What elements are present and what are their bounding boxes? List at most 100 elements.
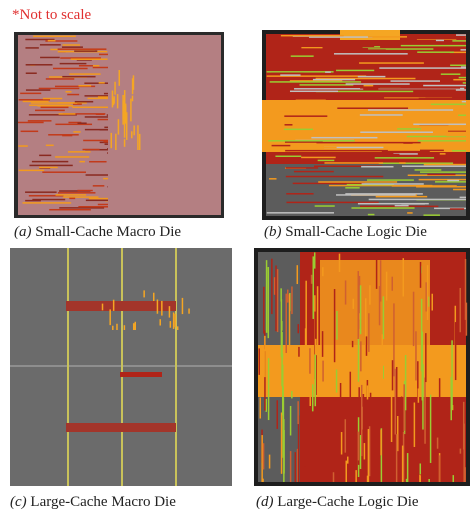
routing-streak <box>281 35 344 37</box>
routing-streak <box>304 279 306 303</box>
routing-streak <box>345 187 359 189</box>
die-b <box>262 30 470 220</box>
routing-streak <box>83 140 108 142</box>
routing-streak <box>78 206 108 208</box>
routing-streak <box>49 209 91 211</box>
routing-streak <box>105 143 108 145</box>
routing-streak <box>442 112 454 114</box>
routing-streak <box>135 322 137 330</box>
routing-streak <box>287 290 289 303</box>
routing-streak <box>368 313 370 352</box>
routing-streak <box>339 49 386 51</box>
routing-streak <box>103 178 108 180</box>
routing-streak <box>113 96 115 103</box>
routing-streak <box>460 197 466 199</box>
routing-streak <box>39 167 58 169</box>
routing-streak <box>346 461 348 482</box>
routing-streak <box>99 54 108 56</box>
routing-streak <box>368 36 407 38</box>
routing-streak <box>60 63 87 65</box>
routing-streak <box>133 323 135 330</box>
routing-streak <box>107 114 108 116</box>
routing-streak <box>427 174 455 176</box>
routing-streak <box>290 451 292 482</box>
note: *Not to scale <box>12 7 91 23</box>
routing-streak <box>133 125 135 135</box>
routing-streak <box>317 147 336 149</box>
routing-streak <box>62 46 83 48</box>
routing-streak <box>65 91 71 93</box>
routing-streak <box>48 134 79 136</box>
routing-streak <box>322 267 324 276</box>
routing-streak <box>23 202 72 204</box>
routing-streak <box>390 80 440 82</box>
routing-streak <box>418 405 420 417</box>
routing-streak <box>395 205 409 207</box>
routing-streak <box>360 131 433 133</box>
routing-streak <box>271 73 303 75</box>
routing-streak <box>341 432 343 454</box>
routing-streak <box>159 319 161 325</box>
routing-streak <box>89 161 106 163</box>
routing-streak <box>312 256 314 319</box>
routing-streak <box>42 171 86 173</box>
routing-streak <box>98 204 108 206</box>
routing-streak <box>329 421 331 482</box>
routing-streak <box>161 301 163 316</box>
routing-streak <box>46 78 74 80</box>
routing-streak <box>418 140 466 142</box>
routing-streak <box>75 101 93 103</box>
routing-streak <box>423 85 466 87</box>
routing-streak <box>56 194 87 196</box>
routing-streak <box>336 129 363 131</box>
routing-streak <box>318 181 397 183</box>
routing-streak <box>143 290 145 297</box>
routing-streak <box>399 162 405 164</box>
routing-streak <box>368 214 375 216</box>
routing-streak <box>380 260 382 301</box>
routing-streak <box>325 71 331 73</box>
routing-streak <box>460 49 466 51</box>
routing-streak <box>33 36 76 38</box>
routing-streak <box>294 88 363 90</box>
routing-streak <box>315 64 335 66</box>
routing-streak <box>117 94 119 108</box>
routing-streak <box>423 214 439 216</box>
routing-streak <box>361 166 393 168</box>
routing-streak <box>436 40 444 42</box>
routing-streak <box>376 257 378 289</box>
routing-streak <box>274 277 276 295</box>
routing-streak <box>420 262 422 288</box>
routing-streak <box>353 299 355 309</box>
routing-streak <box>379 162 453 164</box>
routing-streak <box>286 167 319 169</box>
routing-streak <box>405 38 466 40</box>
routing-streak <box>287 46 374 48</box>
routing-streak <box>452 40 466 42</box>
routing-streak <box>122 101 124 125</box>
routing-streak <box>25 191 57 193</box>
routing-streak <box>313 79 355 81</box>
routing-streak <box>456 89 466 91</box>
routing-streak <box>258 348 260 374</box>
routing-streak <box>337 154 400 156</box>
routing-streak <box>29 104 71 106</box>
routing-streak <box>20 93 41 95</box>
routing-streak <box>459 77 466 79</box>
routing-streak <box>285 294 287 353</box>
routing-streak <box>424 164 466 166</box>
routing-streak <box>270 67 304 69</box>
routing-streak <box>86 200 108 202</box>
routing-streak <box>285 124 293 126</box>
routing-streak <box>291 55 314 57</box>
routing-streak <box>453 475 455 482</box>
routing-streak <box>460 449 462 454</box>
routing-streak <box>453 189 466 191</box>
routing-streak <box>284 115 327 117</box>
routing-streak <box>286 202 378 204</box>
routing-streak <box>290 91 338 93</box>
routing-streak <box>392 185 457 187</box>
routing-streak <box>340 383 342 411</box>
routing-streak <box>292 93 348 95</box>
routing-streak <box>263 443 265 469</box>
